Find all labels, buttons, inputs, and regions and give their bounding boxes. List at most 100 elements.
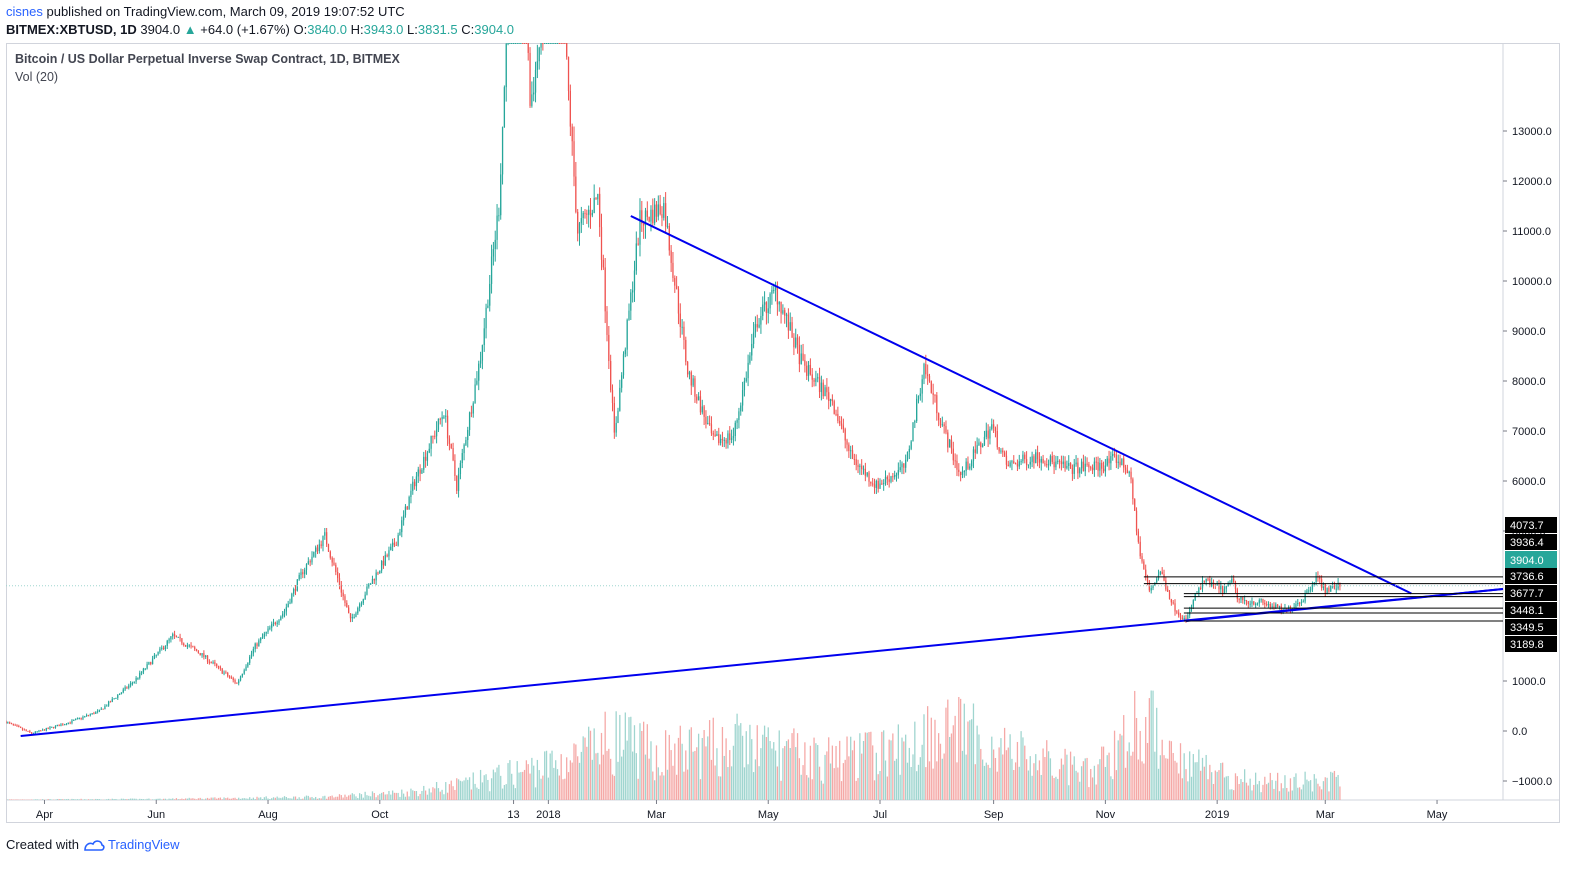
volume-bar bbox=[1319, 786, 1321, 800]
candle bbox=[604, 257, 606, 324]
candle-body bbox=[434, 435, 436, 437]
candle bbox=[1031, 451, 1033, 468]
candle bbox=[1027, 464, 1030, 469]
candle-body bbox=[476, 380, 478, 385]
volume-bar bbox=[320, 798, 322, 800]
volume-bar bbox=[699, 779, 702, 800]
candle-body bbox=[936, 395, 938, 414]
candle bbox=[468, 411, 471, 436]
chart-frame[interactable]: 13000.0 12000.0 11000.0 10000.0 9000.0 8000.0… bbox=[6, 43, 1560, 823]
candle-body bbox=[413, 481, 416, 487]
candle bbox=[1238, 598, 1240, 604]
volume-bar bbox=[128, 798, 130, 800]
volume-bar bbox=[520, 772, 522, 800]
candle-body bbox=[1271, 606, 1273, 608]
volume-bar bbox=[113, 799, 115, 800]
candle-body bbox=[672, 262, 674, 279]
candle-body bbox=[657, 204, 659, 217]
volume-bar bbox=[159, 798, 161, 800]
candle-body bbox=[335, 564, 337, 573]
candle-body bbox=[1262, 599, 1264, 603]
candle bbox=[309, 559, 311, 567]
candle bbox=[142, 667, 145, 675]
candle-body bbox=[534, 69, 537, 93]
candle-body bbox=[1284, 608, 1286, 610]
candle bbox=[1245, 599, 1248, 606]
volume-bar bbox=[992, 749, 995, 800]
candle-body bbox=[289, 602, 291, 604]
candle-body bbox=[1051, 456, 1053, 462]
candle bbox=[688, 370, 691, 380]
candle bbox=[159, 646, 161, 654]
volume-bar bbox=[153, 799, 156, 800]
volume-bar bbox=[1192, 754, 1194, 800]
candle-body bbox=[824, 387, 826, 397]
candle bbox=[1046, 458, 1048, 468]
candle bbox=[96, 709, 99, 714]
candle-body bbox=[1060, 461, 1063, 465]
volume-bar bbox=[861, 753, 863, 800]
candle bbox=[762, 296, 764, 321]
candle bbox=[1097, 456, 1099, 477]
candle-body bbox=[727, 433, 729, 444]
candle-body bbox=[588, 209, 590, 215]
candle bbox=[588, 205, 590, 228]
volume-bar bbox=[459, 780, 462, 800]
candle bbox=[71, 719, 73, 725]
candle-body bbox=[452, 447, 454, 461]
candle bbox=[952, 441, 954, 466]
volume-bar bbox=[1339, 786, 1341, 800]
candle-body bbox=[1152, 585, 1154, 589]
candle-body bbox=[582, 212, 584, 219]
publisher-name[interactable]: cisnes bbox=[6, 4, 43, 19]
candle bbox=[397, 532, 399, 547]
candle bbox=[47, 727, 49, 730]
candle-body bbox=[12, 723, 14, 725]
trendline[interactable] bbox=[630, 215, 1412, 595]
candle-body bbox=[670, 250, 672, 263]
volume-bar bbox=[1013, 770, 1015, 800]
candle-body bbox=[1112, 454, 1114, 457]
volume-bar bbox=[1099, 759, 1101, 800]
candle bbox=[393, 538, 396, 548]
volume-bar bbox=[1211, 772, 1213, 800]
volume-bar bbox=[1080, 766, 1083, 800]
candle bbox=[212, 660, 214, 665]
candle bbox=[428, 443, 430, 454]
candle bbox=[20, 726, 22, 729]
volume-bar bbox=[969, 720, 971, 800]
candle-body bbox=[1253, 601, 1255, 605]
candle-body bbox=[677, 289, 680, 314]
candle-body bbox=[1025, 459, 1028, 465]
candle-body bbox=[952, 448, 954, 461]
candle-body bbox=[249, 656, 251, 663]
candle bbox=[109, 700, 112, 703]
volume-bar bbox=[1156, 707, 1158, 800]
candle-body bbox=[1046, 464, 1048, 466]
volume-bar bbox=[664, 730, 667, 800]
tradingview-brand[interactable]: TradingView bbox=[83, 837, 180, 852]
trendline[interactable] bbox=[1185, 588, 1504, 622]
volume-bar bbox=[452, 786, 454, 800]
candle bbox=[851, 445, 854, 460]
candle bbox=[998, 447, 1000, 454]
volume-axis-label: 1000.0 bbox=[1512, 676, 1546, 688]
volume-bar bbox=[547, 777, 550, 800]
volume-bar bbox=[472, 772, 474, 800]
volume-bar bbox=[890, 740, 892, 800]
candle-body bbox=[256, 643, 258, 646]
volume-bar bbox=[1174, 760, 1176, 800]
price-chart[interactable]: 13000.012000.011000.010000.09000.08000.0… bbox=[6, 43, 1560, 823]
candle-body bbox=[225, 672, 227, 674]
volume-bar bbox=[1315, 778, 1317, 800]
volume-bar bbox=[282, 797, 284, 800]
volume-bar bbox=[916, 771, 918, 800]
close-value: 3904.0 bbox=[474, 22, 515, 37]
candle-body bbox=[897, 470, 899, 475]
candle-body bbox=[118, 693, 121, 696]
candle-body bbox=[194, 647, 196, 650]
candle-body bbox=[1097, 461, 1099, 471]
candle bbox=[866, 471, 868, 478]
volume-bar bbox=[230, 798, 233, 800]
volume-bar bbox=[588, 726, 590, 800]
